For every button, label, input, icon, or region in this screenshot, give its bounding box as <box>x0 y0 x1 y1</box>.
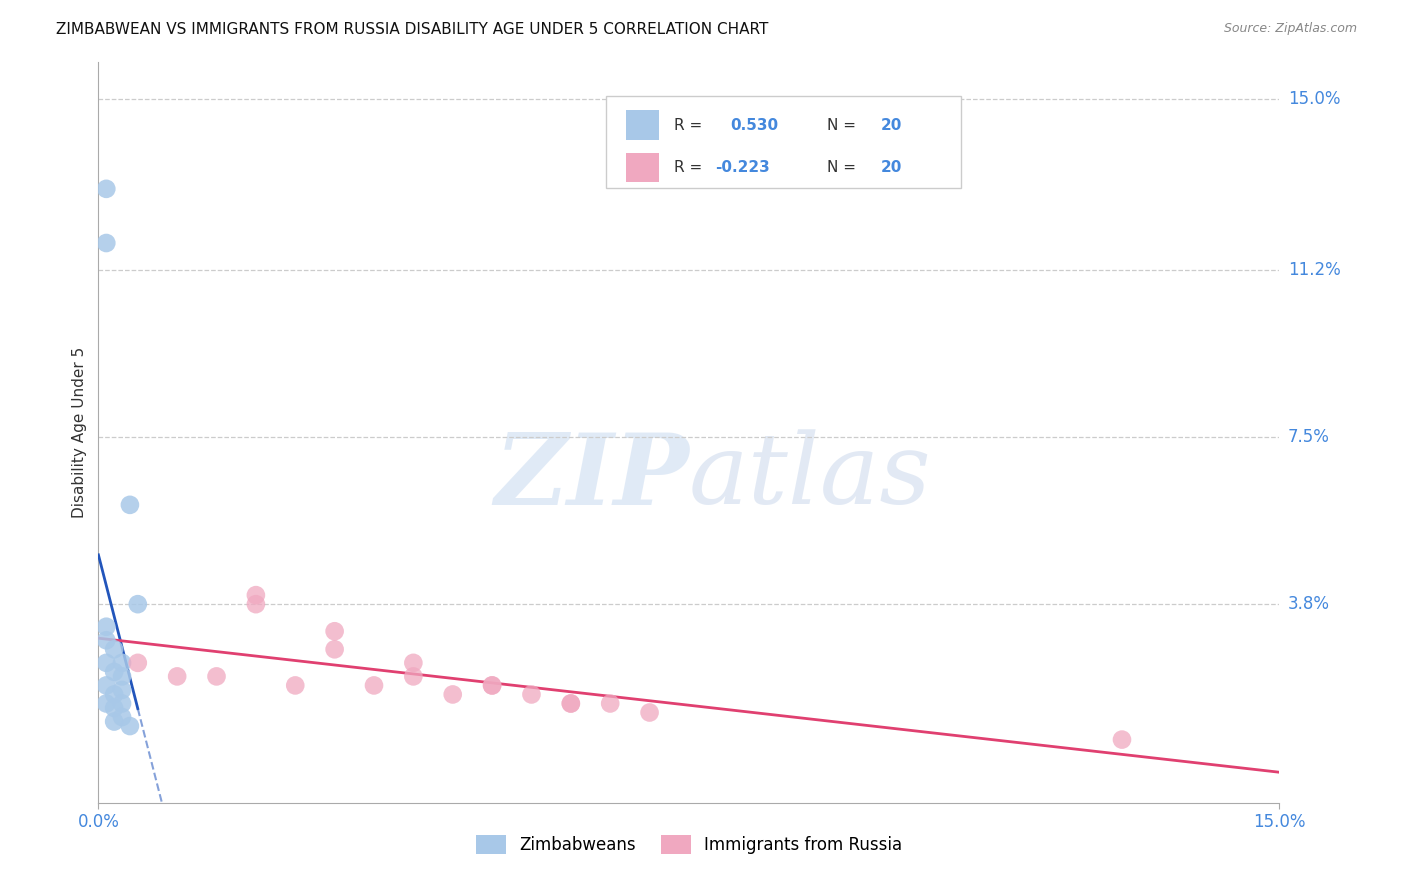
Point <box>560 697 582 711</box>
Point <box>96 182 118 196</box>
Point <box>96 656 118 670</box>
Point <box>118 498 141 512</box>
FancyBboxPatch shape <box>626 110 659 140</box>
Text: 15.0%: 15.0% <box>1288 89 1340 108</box>
Point <box>111 682 134 697</box>
Point <box>245 588 267 602</box>
Y-axis label: Disability Age Under 5: Disability Age Under 5 <box>72 347 87 518</box>
FancyBboxPatch shape <box>626 153 659 183</box>
Point <box>205 669 228 683</box>
Text: N =: N = <box>827 118 860 133</box>
Text: 20: 20 <box>880 160 901 175</box>
Text: R =: R = <box>673 118 707 133</box>
Point <box>441 688 464 702</box>
Text: 3.8%: 3.8% <box>1288 595 1330 613</box>
Point <box>96 620 118 634</box>
Text: ZIMBABWEAN VS IMMIGRANTS FROM RUSSIA DISABILITY AGE UNDER 5 CORRELATION CHART: ZIMBABWEAN VS IMMIGRANTS FROM RUSSIA DIS… <box>56 22 769 37</box>
Point <box>118 719 141 733</box>
Point <box>96 697 118 711</box>
Point <box>166 669 188 683</box>
Point <box>96 678 118 692</box>
Point <box>402 656 425 670</box>
Point <box>127 656 149 670</box>
Text: -0.223: -0.223 <box>714 160 769 175</box>
Point <box>103 665 125 679</box>
Text: 0.530: 0.530 <box>730 118 779 133</box>
Legend: Zimbabweans, Immigrants from Russia: Zimbabweans, Immigrants from Russia <box>470 829 908 861</box>
Text: 11.2%: 11.2% <box>1288 261 1340 279</box>
Point <box>638 706 661 720</box>
Point <box>103 714 125 729</box>
Point <box>96 235 118 250</box>
Point <box>96 633 118 648</box>
FancyBboxPatch shape <box>606 95 960 188</box>
Point <box>245 597 267 611</box>
Point <box>111 697 134 711</box>
Point <box>127 597 149 611</box>
Text: 20: 20 <box>880 118 901 133</box>
Point <box>323 624 346 639</box>
Point <box>1111 732 1133 747</box>
Text: 7.5%: 7.5% <box>1288 428 1330 446</box>
Text: atlas: atlas <box>689 429 932 524</box>
Point <box>284 678 307 692</box>
Point <box>481 678 503 692</box>
Point <box>111 669 134 683</box>
Point <box>103 688 125 702</box>
Text: Source: ZipAtlas.com: Source: ZipAtlas.com <box>1223 22 1357 36</box>
Point <box>481 678 503 692</box>
Point <box>363 678 385 692</box>
Text: ZIP: ZIP <box>494 429 689 525</box>
Point <box>111 656 134 670</box>
Point <box>402 669 425 683</box>
Text: R =: R = <box>673 160 707 175</box>
Point <box>111 710 134 724</box>
Point <box>520 688 543 702</box>
Point <box>323 642 346 657</box>
Point <box>599 697 621 711</box>
Point <box>560 697 582 711</box>
Point <box>103 642 125 657</box>
Point <box>103 701 125 715</box>
Text: N =: N = <box>827 160 860 175</box>
